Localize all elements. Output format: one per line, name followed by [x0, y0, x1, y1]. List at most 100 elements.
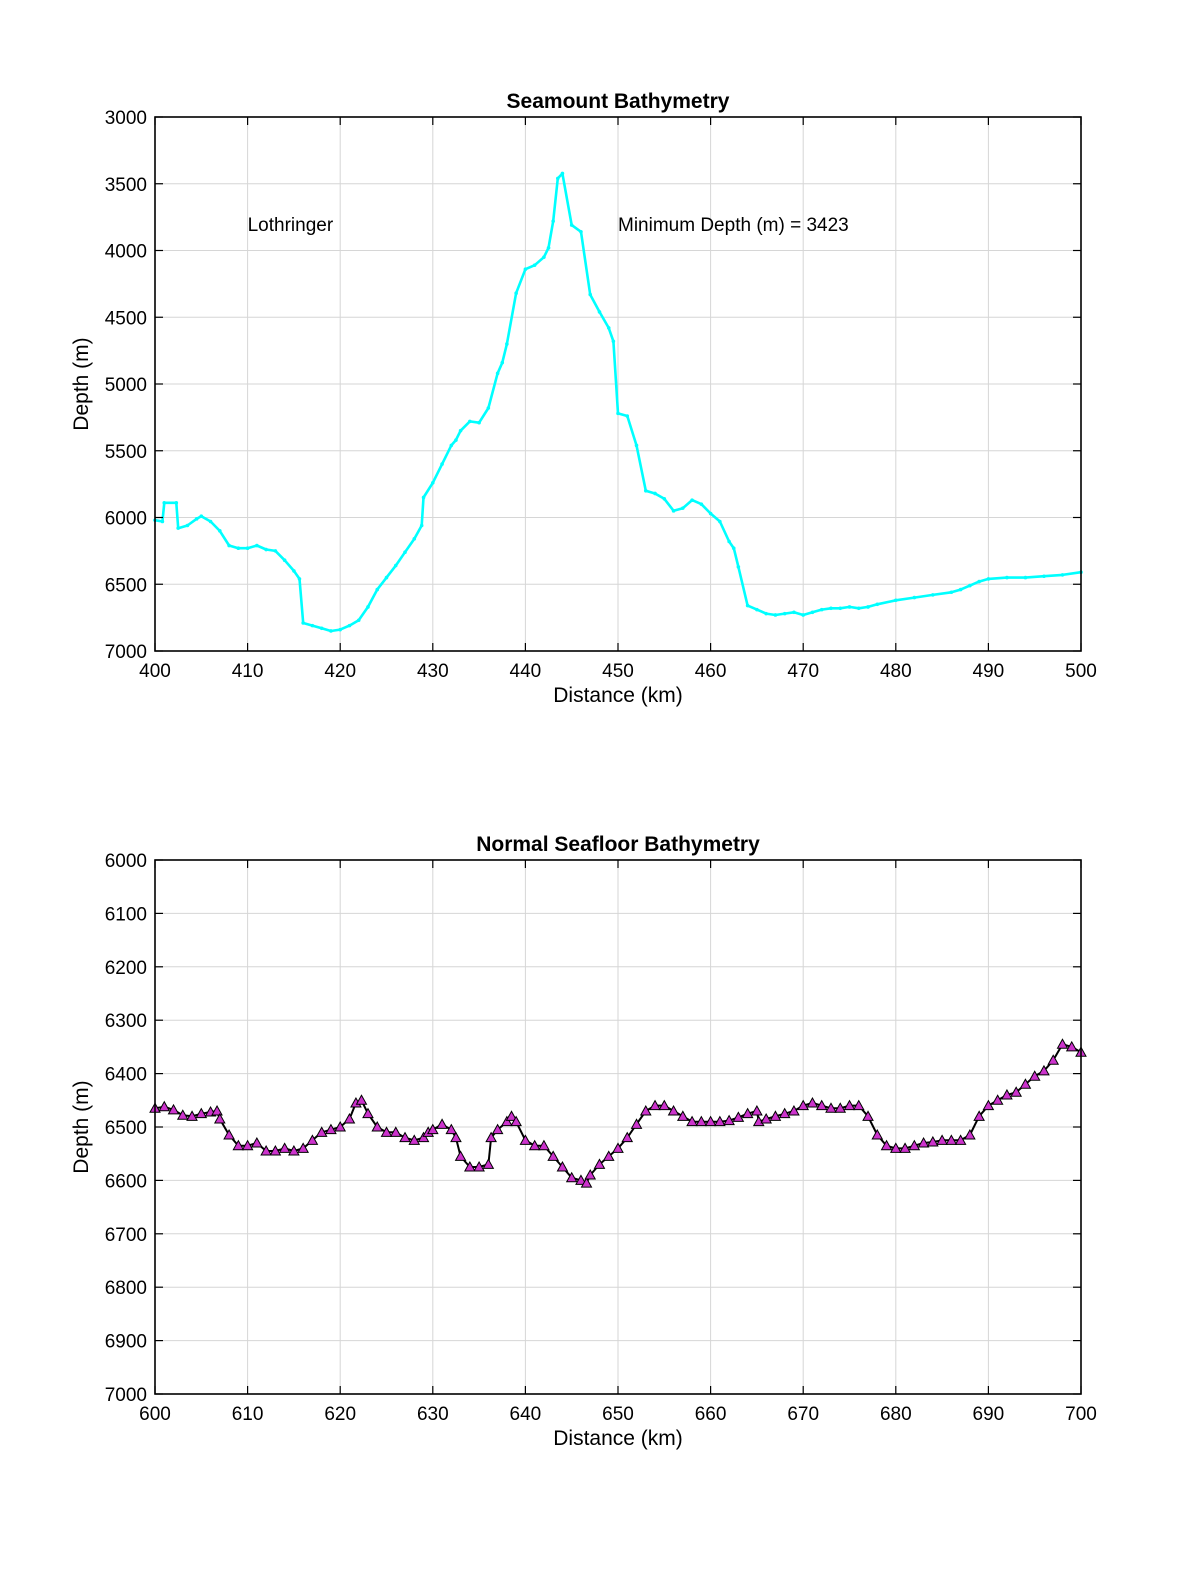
- normal-seafloor-data-point: [315, 1126, 328, 1137]
- normal-seafloor-data-point: [380, 1126, 393, 1137]
- seamount-data-point: [297, 577, 302, 581]
- normal-seafloor-data-point: [186, 1110, 198, 1121]
- normal-seafloor-data-point: [1001, 1088, 1013, 1100]
- seamount-chart-panel: Seamount Bathymetry 400 410 420 430 440 450 46…: [70, 90, 1097, 707]
- normal-seafloor-data-point: [908, 1139, 921, 1151]
- seamount-data-point: [431, 480, 435, 485]
- normal-seafloor-data-point: [649, 1099, 661, 1111]
- normal-seafloor-data-point: [491, 1123, 504, 1135]
- normal-seafloor-data-point: [630, 1118, 643, 1129]
- seamount-data-point: [671, 509, 676, 513]
- normal-seafloor-data-point: [325, 1123, 337, 1135]
- normal-seafloor-data-point: [778, 1107, 791, 1119]
- seamount-chart-title: Seamount Bathymetry: [507, 90, 730, 113]
- seamount-data-point: [690, 498, 694, 502]
- seamount-data-point: [699, 502, 704, 506]
- seamount-data-point: [764, 611, 768, 616]
- normal-seafloor-data-point: [991, 1094, 1004, 1105]
- normal-seafloor-data-point: [269, 1145, 282, 1156]
- seamount-x-tick-label: 450: [602, 661, 634, 682]
- seamount-data-point: [264, 547, 268, 552]
- seamount-y-tick-label: 6000: [105, 509, 147, 530]
- seamount-y-tick-label: 5000: [105, 375, 147, 396]
- seamount-data-point: [727, 539, 731, 544]
- seamount-data-point: [208, 519, 213, 524]
- seamount-data-point: [606, 326, 611, 330]
- seamount-data-point: [419, 523, 424, 528]
- seamount-data-point: [634, 443, 639, 448]
- seamount-x-tick-label: 490: [973, 661, 1005, 682]
- normal-seafloor-data-point: [482, 1158, 495, 1169]
- seamount-data-point: [708, 511, 713, 516]
- normal-seafloor-data-point: [251, 1136, 263, 1148]
- normal-seafloor-data-point: [1038, 1064, 1050, 1076]
- normal-seafloor-chart-title: Normal Seafloor Bathymetry: [476, 833, 760, 856]
- seamount-data-point: [500, 360, 505, 365]
- normal-seafloor-data-point: [667, 1104, 680, 1116]
- seamount-data-point: [551, 219, 555, 223]
- seamount-data-point: [255, 543, 259, 548]
- normal-seafloor-data-point: [945, 1134, 958, 1145]
- seamount-data-point: [801, 613, 805, 617]
- normal-seafloor-x-tick-label: 630: [417, 1404, 449, 1425]
- normal-seafloor-data-point: [602, 1150, 615, 1161]
- normal-seafloor-data-point: [580, 1177, 593, 1188]
- seamount-data-point: [194, 517, 199, 521]
- normal-seafloor-data-point: [528, 1139, 541, 1151]
- seamount-data-point: [986, 577, 991, 581]
- seamount-data-point: [329, 629, 333, 633]
- normal-seafloor-data-point: [445, 1123, 458, 1135]
- seamount-data-point: [174, 501, 179, 505]
- normal-seafloor-data-point: [815, 1099, 828, 1111]
- seamount-data-point: [282, 558, 287, 563]
- normal-seafloor-x-tick-label: 660: [695, 1404, 727, 1425]
- normal-seafloor-data-point: [1056, 1038, 1069, 1049]
- normal-seafloor-data-point: [741, 1107, 754, 1119]
- seamount-data-point: [1023, 575, 1028, 580]
- seamount-data-point: [384, 575, 389, 580]
- seamount-x-axis-label: Distance (km): [553, 684, 683, 707]
- normal-seafloor-data-point: [297, 1142, 310, 1153]
- seamount-data-point: [949, 590, 954, 595]
- normal-seafloor-data-point: [389, 1126, 402, 1137]
- seamount-data-point: [236, 546, 241, 551]
- normal-seafloor-data-point: [211, 1104, 223, 1116]
- seamount-data-point: [810, 610, 815, 615]
- seamount-data-point: [421, 495, 426, 500]
- normal-seafloor-x-tick-label: 600: [139, 1404, 171, 1425]
- seamount-data-point: [856, 606, 861, 611]
- seamount-data-point: [292, 569, 296, 573]
- seamount-data-point: [185, 523, 190, 528]
- seamount-data-point: [773, 613, 778, 617]
- normal-seafloor-data-point: [575, 1174, 587, 1185]
- seamount-data-point: [393, 563, 398, 568]
- seamount-y-tick-label: 3500: [105, 175, 147, 196]
- normal-seafloor-data-point: [695, 1115, 708, 1127]
- seamount-data-point: [611, 339, 616, 344]
- normal-seafloor-y-tick-label: 6200: [105, 958, 147, 979]
- seamount-data-point: [866, 605, 870, 609]
- seamount-y-tick-label: 4500: [105, 308, 147, 329]
- seamount-data-point: [1005, 575, 1009, 580]
- normal-seafloor-data-point: [450, 1131, 462, 1143]
- seamount-data-point: [468, 419, 472, 424]
- seamount-x-tick-label: 500: [1065, 661, 1097, 682]
- seamount-data-point: [505, 342, 509, 346]
- normal-seafloor-x-tick-label: 620: [324, 1404, 356, 1425]
- seamount-data-point: [523, 267, 528, 271]
- normal-seafloor-y-tick-label: 6700: [105, 1225, 147, 1246]
- normal-seafloor-y-axis-label: Depth (m): [70, 1080, 93, 1173]
- normal-seafloor-data-point: [355, 1094, 368, 1105]
- seamount-data-point: [477, 420, 481, 425]
- normal-seafloor-data-point: [751, 1104, 763, 1116]
- seamount-x-tick-label: 410: [232, 661, 264, 682]
- seamount-x-tick-label: 480: [880, 661, 912, 682]
- normal-seafloor-data-point: [723, 1114, 735, 1126]
- normal-seafloor-data-point: [158, 1100, 171, 1112]
- normal-seafloor-data-point: [463, 1161, 476, 1172]
- seamount-x-tick-label: 470: [787, 661, 819, 682]
- seamount-data-point: [782, 611, 787, 616]
- seamount-annotation: Lothringer: [248, 215, 334, 236]
- seamount-data-point: [643, 489, 648, 493]
- normal-seafloor-data-point: [556, 1161, 569, 1172]
